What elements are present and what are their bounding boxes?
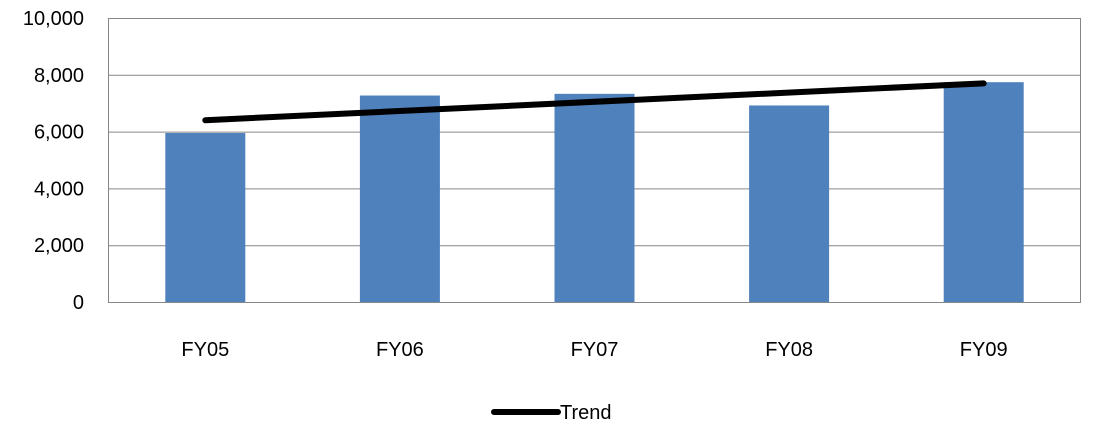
y-tick-label: 0 bbox=[73, 292, 84, 314]
x-axis-ticks: FY05 FY06 FY07 FY08 FY09 bbox=[181, 339, 1007, 361]
legend: Trend bbox=[491, 402, 612, 424]
x-tick-label: FY09 bbox=[960, 339, 1008, 361]
y-axis-ticks: 0 2,000 4,000 6,000 8,000 10,000 bbox=[23, 8, 84, 314]
x-tick-label: FY06 bbox=[376, 339, 424, 361]
x-tick-label: FY08 bbox=[765, 339, 813, 361]
trend-line bbox=[202, 80, 987, 124]
x-tick-label: FY05 bbox=[181, 339, 229, 361]
x-tick-label: FY07 bbox=[571, 339, 619, 361]
bar bbox=[359, 95, 440, 302]
bar bbox=[165, 133, 246, 302]
bar bbox=[749, 105, 830, 302]
legend-label-trend: Trend bbox=[560, 402, 612, 424]
y-tick-label: 10,000 bbox=[23, 8, 84, 30]
bar bbox=[554, 93, 635, 302]
bar bbox=[943, 82, 1024, 303]
y-tick-label: 6,000 bbox=[34, 122, 84, 144]
y-tick-label: 2,000 bbox=[34, 235, 84, 257]
bar-series bbox=[165, 82, 1024, 303]
y-tick-label: 4,000 bbox=[34, 178, 84, 200]
y-tick-label: 8,000 bbox=[34, 65, 84, 87]
trend-line-layer bbox=[202, 80, 987, 124]
